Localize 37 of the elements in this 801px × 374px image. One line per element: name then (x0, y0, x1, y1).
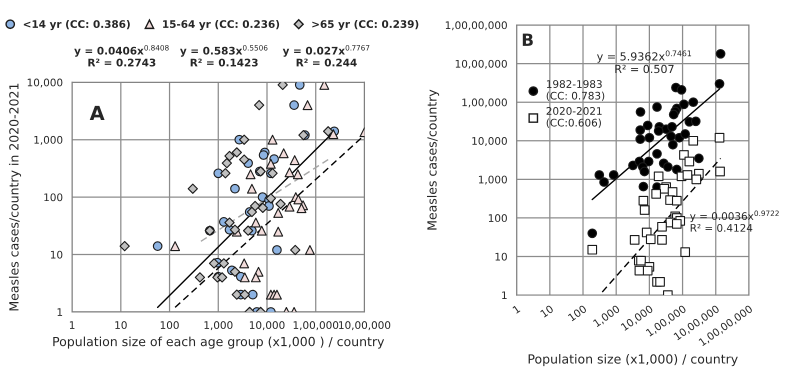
x-tick-label: 1 (70, 321, 74, 329)
annotation: B (522, 34, 533, 46)
y-axis-title: Measles cases/country in 2020-2021 (8, 84, 22, 310)
y-tick-label: 1 (502, 291, 507, 300)
y-tick-label: 10,000 (472, 137, 507, 146)
legend-label: >65 yr (CC: 0.239) (312, 20, 418, 30)
y-tick-label: 10 (50, 250, 62, 259)
y-tick-label: 10,00,000 (456, 60, 507, 69)
x-tick-label: 10 (540, 304, 554, 318)
annotation: y = 5.9362x$^{0.7461}$ R² = 0.507 (597, 50, 692, 74)
x-axis-title: Population size of each age group (x1,000 ) / country (53, 336, 384, 349)
y-tick-label: 1,000 (478, 176, 507, 185)
annotation: A (90, 106, 105, 120)
y-tick-label: 1,000 (34, 136, 62, 145)
legend-label: 2020-2021 (CC:0.606) (546, 107, 602, 128)
y-tick-label: 100 (488, 214, 507, 222)
y-axis-title: Measles cases/country (427, 90, 440, 230)
text: y = 0.027x$^{0.7767}$ R² = 0.244 (282, 45, 370, 66)
x-axis-title: Population size (x1,000) / country (528, 354, 738, 366)
x-tick-label: 100 (568, 304, 588, 322)
x-tick-label: 10,000 (250, 321, 285, 330)
legend-label: <14 yr (CC: 0.386) (24, 20, 130, 30)
x-tick-label: 1,000 (204, 321, 232, 330)
x-tick-label: 1 (512, 304, 520, 314)
x-tick-label: 10,00,000 (339, 321, 390, 330)
x-tick-label: 1,00,000 (294, 321, 338, 330)
y-tick-label: 100 (44, 193, 62, 202)
y-tick-label: 10 (496, 252, 507, 261)
legend-label: 15-64 yr (CC: 0.236) (163, 20, 280, 30)
text: y = 0.583x$^{0.5506}$ R² = 0.1423 (180, 45, 268, 66)
y-tick-label: 10,000 (28, 78, 62, 88)
x-tick-label: 10 (115, 321, 127, 330)
y-tick-label: 1,00,000 (462, 98, 507, 108)
legend-label: 1982-1983 (CC: 0.783) (546, 80, 604, 101)
text: y = 0.0406x$^{0.8408}$ R² = 0.2743 (74, 45, 169, 66)
x-tick-label: 100 (160, 321, 179, 330)
y-tick-label: 1,00,00,000 (446, 21, 507, 30)
